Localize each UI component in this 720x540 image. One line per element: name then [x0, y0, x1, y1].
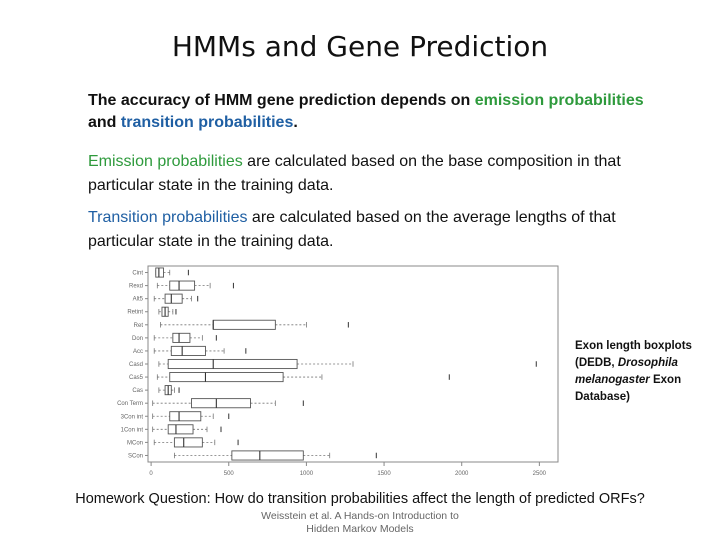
p2-rest: are calculated based on the base composi…	[88, 153, 621, 194]
y-tick-label: Rexd	[129, 284, 143, 290]
citation-line-1: Weisstein et al. A Hands-on Introduction…	[261, 510, 459, 522]
citation-line-2: Hidden Markov Models	[306, 523, 414, 535]
exon-length-boxplot: 0 500 1000 1500 2000 2500 Cint Rexd Alt5 Retint Re…	[117, 265, 559, 477]
caption-l3: melanogaster	[575, 374, 650, 386]
caption-line-1: Exon length boxplots	[575, 340, 692, 352]
homework-question: Homework Question: How do transition pro…	[75, 491, 645, 507]
plot-caption: Exon length boxplots (DEDB, Drosophila m…	[575, 338, 715, 406]
x-tick-label: 0	[149, 471, 153, 477]
x-tick-label: 1500	[377, 471, 391, 477]
y-tick-label: Acc	[133, 349, 143, 355]
y-tick-label: Cint	[132, 271, 143, 277]
x-tick-label: 500	[224, 471, 235, 477]
caption-line-4: Database)	[575, 391, 630, 403]
x-tick-label: 2000	[455, 471, 469, 477]
transition-term: Transition probabilities	[88, 209, 248, 226]
paragraph-accuracy: The accuracy of HMM gene prediction depe…	[88, 90, 648, 134]
y-tick-label: 3Con int	[121, 414, 144, 420]
y-tick-label: Retint	[127, 310, 143, 316]
p1-pre: The accuracy of HMM gene prediction depe…	[88, 92, 475, 109]
box	[164, 293, 183, 304]
y-tick-label: SCon	[128, 453, 143, 459]
y-tick-label: Cas	[132, 388, 143, 394]
box	[155, 267, 164, 278]
box	[170, 345, 206, 356]
paragraph-emission: Emission probabilities are calculated ba…	[88, 150, 648, 198]
y-tick-label: MCon	[127, 440, 143, 446]
caption-line-3: melanogaster Exon	[575, 372, 715, 389]
p1-post: .	[293, 114, 298, 131]
box	[167, 358, 298, 370]
box	[169, 372, 284, 383]
citation: Weisstein et al. A Hands-on Introduction…	[250, 510, 470, 536]
box	[191, 398, 251, 409]
box	[173, 437, 203, 448]
box	[231, 450, 304, 461]
box	[169, 280, 196, 291]
y-tick-label: Con Term	[117, 401, 143, 407]
box	[212, 319, 276, 330]
y-tick-label: 1Con int	[121, 427, 144, 433]
emission-term: Emission probabilities	[88, 153, 243, 170]
p1-mid: and	[88, 114, 121, 131]
box	[169, 411, 202, 422]
slide-title: HMMs and Gene Prediction	[171, 30, 549, 63]
emission-term: emission probabilities	[474, 92, 644, 109]
caption-line-2: (DEDB, Drosophila	[575, 355, 715, 372]
x-tick-label: 2500	[533, 471, 547, 477]
y-tick-label: Casd	[129, 362, 143, 368]
y-tick-label: Don	[132, 336, 143, 342]
caption-l2b: Drosophila	[617, 357, 678, 369]
caption-l2a: (DEDB,	[575, 357, 618, 369]
y-tick-label: Ret	[134, 323, 144, 329]
caption-l3b: Exon	[649, 374, 682, 386]
p3-rest: are calculated based on the average leng…	[88, 209, 616, 250]
y-tick-label: Cas5	[129, 375, 144, 381]
box	[167, 424, 194, 435]
box	[172, 332, 191, 343]
x-tick-label: 1000	[300, 471, 314, 477]
y-tick-label: Alt5	[133, 297, 144, 303]
transition-term: transition probabilities	[120, 114, 294, 131]
paragraph-transition: Transition probabilities are calculated …	[88, 206, 648, 254]
